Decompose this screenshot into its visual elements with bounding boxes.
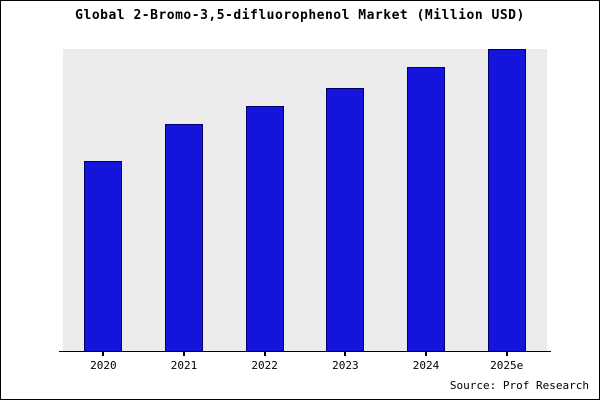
bar-slot-2023 <box>326 49 365 351</box>
bar-slot-2022 <box>245 49 284 351</box>
x-tick-2025e <box>505 352 508 356</box>
bar-slot-2021 <box>165 49 203 351</box>
x-tick-2020 <box>102 352 105 356</box>
x-axis-line <box>59 351 551 352</box>
bar-2024 <box>407 67 445 351</box>
x-tick-2023 <box>344 352 347 356</box>
bar-slot-2020 <box>84 49 123 351</box>
bar-slot-2025e <box>487 49 526 351</box>
x-tick-2021 <box>183 352 185 356</box>
x-tick-label-2025e: 2025e <box>490 359 524 372</box>
x-tick-label-2020: 2020 <box>90 359 117 372</box>
bar-2025e <box>487 49 526 351</box>
bar-2022 <box>245 106 284 351</box>
chart-title: Global 2-Bromo-3,5-difluorophenol Market… <box>75 8 525 23</box>
bar-2020 <box>84 161 123 351</box>
bar-2023 <box>326 88 365 351</box>
source-note: Source: Prof Research <box>449 379 589 392</box>
x-tick-2022 <box>263 352 266 356</box>
x-tick-label-2023: 2023 <box>332 359 359 372</box>
x-tick-2024 <box>425 352 427 356</box>
plot-area <box>63 49 547 351</box>
bar-slot-2024 <box>407 49 445 351</box>
bar-2021 <box>165 124 203 351</box>
x-tick-label-2024: 2024 <box>412 359 440 372</box>
x-tick-label-2021: 2021 <box>170 359 198 372</box>
x-tick-label-2022: 2022 <box>251 359 278 372</box>
